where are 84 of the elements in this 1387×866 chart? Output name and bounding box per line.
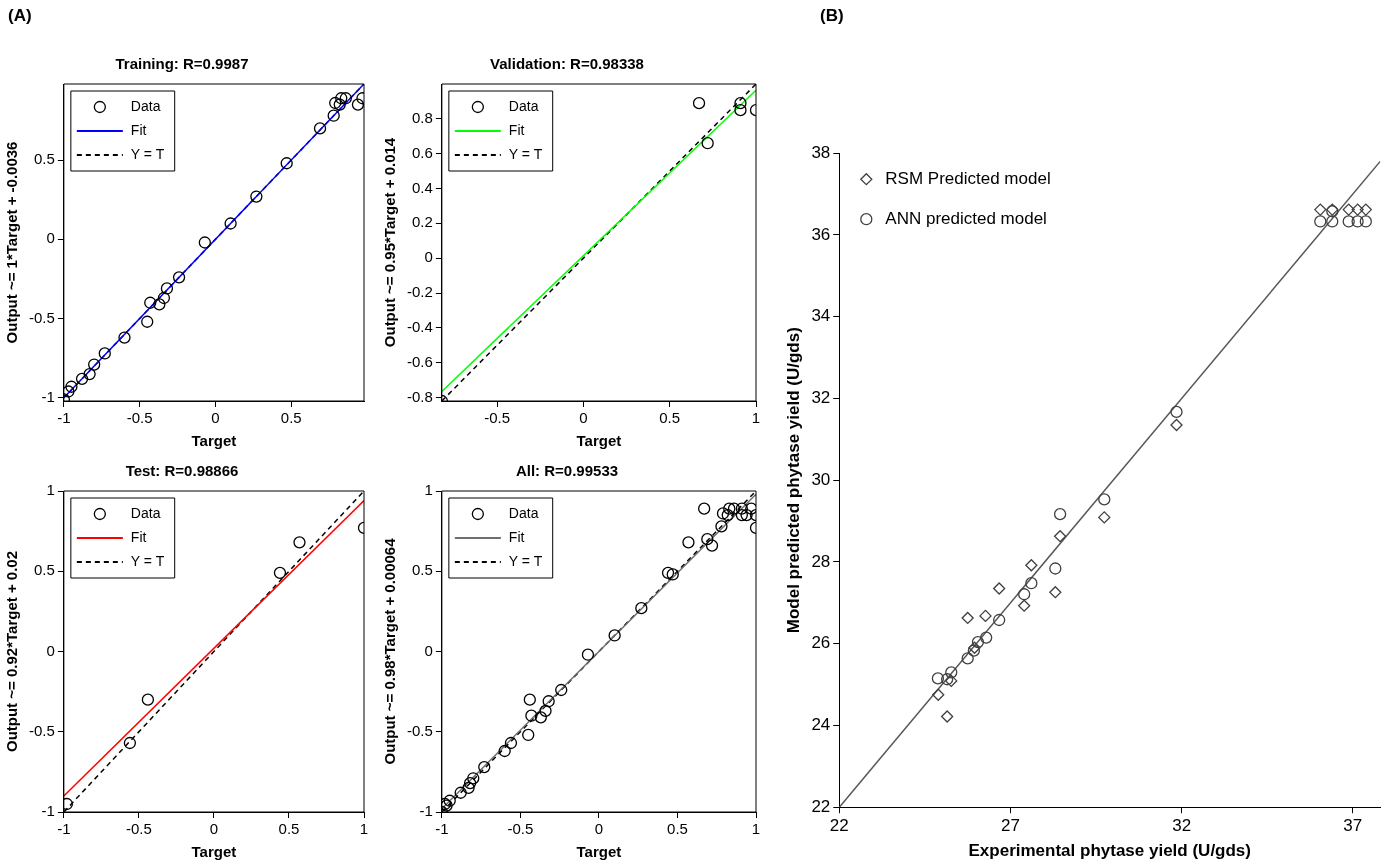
y-tick-label: 38 xyxy=(811,142,831,162)
y-tick-label: -0.8 xyxy=(406,387,433,405)
x-tick-label: 1 xyxy=(751,820,761,838)
y-tick-label: 1 xyxy=(424,481,433,499)
x-axis-title: Target xyxy=(576,432,622,450)
y-axis-title: Output ~= 0.98*Target + 0.00064 xyxy=(381,537,399,765)
y-axis-title: Output ~= 1*Target + -0.0036 xyxy=(3,141,21,344)
y-axis-title: Model predicted phytase yield (U/gds) xyxy=(783,327,803,634)
legend-label: RSM Predicted model xyxy=(885,168,1051,188)
y-tick-label: -0.2 xyxy=(406,283,433,301)
y-tick-label: 1 xyxy=(46,481,55,499)
legend-label: Data xyxy=(130,97,161,114)
chart-title: Test: R=0.98866 xyxy=(125,462,239,480)
x-tick-label: 22 xyxy=(829,816,849,836)
y-tick-label: 0.6 xyxy=(411,143,433,161)
y-tick-label: 0 xyxy=(424,248,433,266)
y-tick-label: -0.4 xyxy=(406,317,433,335)
x-tick-label: 0 xyxy=(579,409,588,427)
legend-label: Y = T xyxy=(508,145,543,162)
x-tick-label: -0.5 xyxy=(126,409,153,427)
y-axis-title: Output ~= 0.95*Target + 0.014 xyxy=(381,137,399,348)
legend-label: Y = T xyxy=(130,145,165,162)
y-tick-label: 36 xyxy=(811,224,831,244)
y-tick-label: 0.4 xyxy=(411,178,433,196)
x-axis-title: Experimental phytase yield (U/gds) xyxy=(968,841,1251,861)
x-tick-label: 0 xyxy=(594,820,604,838)
y-tick-label: 28 xyxy=(811,551,831,571)
legend-label: Data xyxy=(508,97,539,114)
x-tick-label: 0.5 xyxy=(280,409,302,427)
y-tick-label: 32 xyxy=(811,388,831,408)
x-axis-title: Target xyxy=(576,843,622,861)
x-tick-label: 0 xyxy=(209,820,219,838)
y-tick-label: -1 xyxy=(419,802,433,820)
legend-label: Fit xyxy=(508,528,525,545)
legend-label: Data xyxy=(130,504,161,521)
y-tick-label: 30 xyxy=(811,469,831,489)
y-tick-label: -0.6 xyxy=(406,352,433,370)
y-tick-label: -1 xyxy=(41,802,55,820)
y-tick-label: 0.2 xyxy=(411,213,433,231)
x-tick-label: 0.5 xyxy=(667,820,688,838)
chart-title: All: R=0.99533 xyxy=(515,462,619,480)
x-tick-label: -1 xyxy=(57,409,71,427)
x-tick-label: -0.5 xyxy=(507,820,534,838)
legend-label: Fit xyxy=(130,528,147,545)
y-tick-label: -0.5 xyxy=(28,721,55,739)
y-tick-label: 22 xyxy=(811,796,831,816)
y-axis-title: Output ~= 0.92*Target + 0.02 xyxy=(3,550,21,753)
x-tick-label: -1 xyxy=(57,820,71,838)
y-tick-label: -0.5 xyxy=(406,721,433,739)
legend-label: Fit xyxy=(508,121,525,138)
legend-label: Y = T xyxy=(130,552,165,569)
x-tick-label: 0.5 xyxy=(278,820,300,838)
x-tick-label: 0.5 xyxy=(659,409,681,427)
y-tick-label: -0.5 xyxy=(28,308,55,326)
x-tick-label: 0 xyxy=(211,409,220,427)
chart-title: Validation: R=0.98338 xyxy=(490,55,644,73)
x-axis-title: Target xyxy=(191,432,237,450)
y-tick-label: 0 xyxy=(46,641,55,659)
y-tick-label: 0 xyxy=(424,641,433,659)
x-tick-label: -0.5 xyxy=(125,820,152,838)
x-tick-label: -1 xyxy=(435,820,449,838)
y-tick-label: 0 xyxy=(46,229,55,247)
legend-label: ANN predicted model xyxy=(885,208,1047,228)
legend-label: Fit xyxy=(130,121,147,138)
y-tick-label: -1 xyxy=(41,387,55,405)
y-tick-label: 26 xyxy=(811,633,831,653)
x-tick-label: 37 xyxy=(1343,816,1363,836)
x-axis-title: Target xyxy=(191,843,237,861)
x-tick-label: 1 xyxy=(359,820,369,838)
x-tick-label: 27 xyxy=(1001,816,1020,836)
y-tick-label: 0.5 xyxy=(411,561,433,579)
x-tick-label: 1 xyxy=(751,409,761,427)
text: (B) xyxy=(820,6,844,26)
y-tick-label: 0.5 xyxy=(33,150,55,168)
chart-title: Training: R=0.9987 xyxy=(115,55,249,73)
legend-label: Y = T xyxy=(508,552,543,569)
y-tick-label: 0.8 xyxy=(411,108,433,126)
y-tick-label: 0.5 xyxy=(33,561,55,579)
x-tick-label: -0.5 xyxy=(484,409,511,427)
y-tick-label: 24 xyxy=(811,715,831,735)
text: (A) xyxy=(8,6,32,26)
legend-label: Data xyxy=(508,504,539,521)
x-tick-label: 32 xyxy=(1172,816,1192,836)
y-tick-label: 34 xyxy=(811,306,831,326)
